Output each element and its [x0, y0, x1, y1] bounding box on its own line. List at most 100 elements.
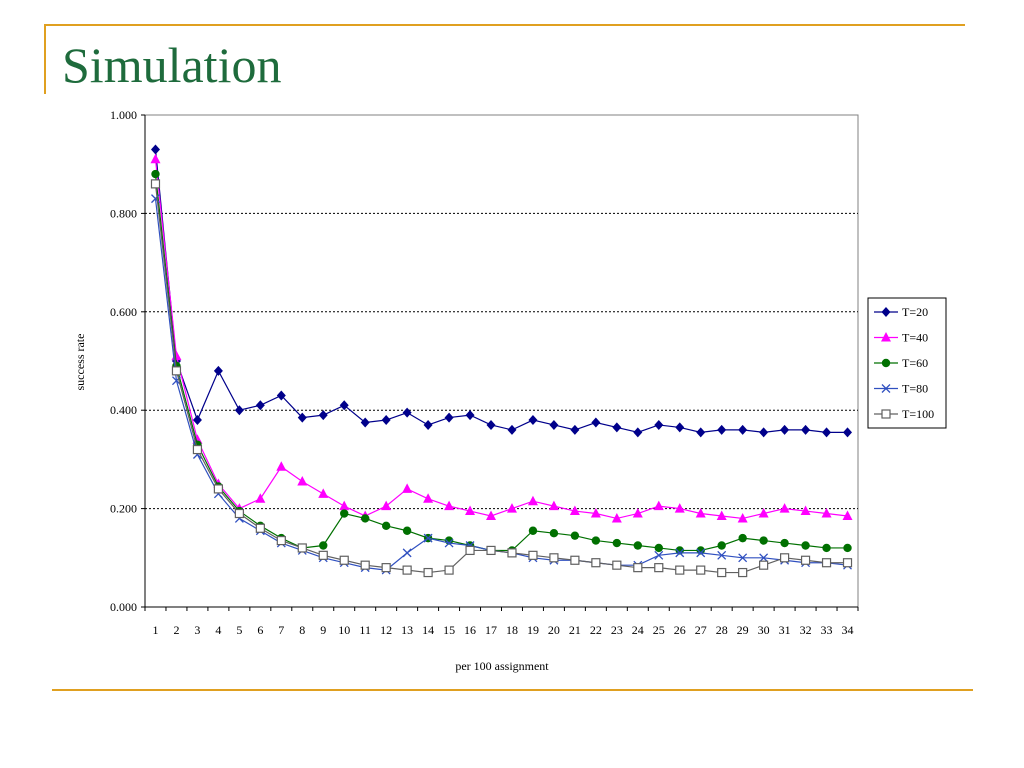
legend-marker	[881, 358, 891, 368]
data-point	[591, 536, 601, 545]
legend-marker	[881, 307, 891, 317]
data-point	[612, 538, 622, 548]
legend-marker	[881, 409, 891, 419]
data-point	[569, 505, 580, 516]
data-point	[737, 512, 748, 523]
x-tick-label: 27	[695, 623, 707, 637]
legend-label: T=80	[902, 382, 928, 396]
data-point	[276, 461, 287, 471]
data-point	[151, 169, 160, 179]
legend-item: T=40	[874, 331, 928, 345]
data-point	[318, 488, 329, 498]
y-tick-label: 0.200	[110, 502, 137, 516]
data-point	[759, 536, 768, 545]
legend-label: T=40	[902, 331, 928, 345]
data-point	[612, 560, 622, 570]
data-point	[339, 555, 349, 565]
data-point	[633, 563, 643, 573]
data-point	[297, 543, 307, 553]
data-point	[381, 500, 392, 511]
x-tick-label: 11	[359, 623, 371, 637]
x-tick-label: 19	[527, 623, 539, 637]
series-t-100	[150, 179, 853, 578]
data-point	[717, 541, 726, 550]
data-point	[402, 565, 412, 575]
data-point	[633, 541, 643, 550]
data-point	[738, 533, 747, 543]
data-point	[842, 558, 853, 568]
plot-area	[144, 114, 859, 608]
x-tick-label: 30	[758, 623, 770, 637]
data-point	[507, 548, 517, 558]
y-tick-label: 0.000	[110, 600, 137, 614]
data-point	[780, 553, 790, 563]
x-tick-label: 17	[485, 623, 497, 637]
x-tick-label: 13	[401, 623, 413, 637]
x-tick-label: 21	[569, 623, 581, 637]
data-point	[822, 543, 831, 553]
data-point	[381, 521, 391, 531]
x-tick-label: 25	[653, 623, 665, 637]
data-point	[653, 500, 664, 511]
data-point	[150, 144, 160, 155]
data-point	[150, 153, 161, 164]
data-point	[717, 424, 727, 435]
y-tick-label: 0.800	[110, 206, 137, 220]
data-point	[381, 415, 391, 426]
data-point	[549, 419, 559, 430]
data-point	[507, 424, 517, 435]
bottom-rule	[52, 689, 973, 691]
series-line-t-100	[154, 183, 848, 574]
data-point	[297, 412, 307, 423]
data-point	[213, 365, 223, 376]
x-tick-label: 31	[779, 623, 791, 637]
x-tick-label: 29	[737, 623, 749, 637]
x-tick-label: 6	[257, 623, 263, 637]
data-point	[738, 424, 748, 435]
data-point	[675, 565, 685, 575]
data-point	[696, 548, 706, 558]
data-point	[319, 541, 328, 550]
data-point	[780, 538, 789, 548]
data-point	[570, 531, 580, 540]
data-point	[423, 493, 434, 503]
series-t-40	[150, 153, 853, 523]
x-tick-label: 16	[464, 623, 476, 637]
top-rule	[44, 24, 965, 26]
data-point	[444, 565, 454, 575]
data-point	[506, 503, 517, 513]
data-point	[528, 550, 538, 560]
data-point	[528, 526, 538, 535]
data-point	[779, 503, 790, 513]
data-point	[465, 410, 475, 421]
data-point	[276, 535, 286, 546]
data-point	[759, 553, 769, 563]
data-point	[255, 493, 266, 503]
series-layer	[150, 144, 853, 578]
data-point	[423, 419, 433, 430]
x-tick-label: 32	[800, 623, 812, 637]
data-point	[801, 541, 810, 550]
y-axis: 0.000 0.200 0.400 0.600 0.800 1.000	[110, 108, 146, 614]
x-tick-label: 9	[320, 623, 326, 637]
y-tick-label: 1.000	[110, 108, 137, 122]
x-tick-label: 22	[590, 623, 602, 637]
legend-label: T=20	[902, 305, 928, 319]
legend-item: T=60	[874, 356, 928, 370]
data-point	[255, 523, 265, 533]
data-point	[151, 194, 160, 204]
data-point	[800, 505, 811, 516]
x-tick-label: 14	[422, 623, 434, 637]
data-point	[318, 410, 328, 421]
data-point	[360, 417, 370, 428]
data-point	[716, 510, 727, 520]
series-line-t-40	[154, 159, 848, 520]
data-point	[549, 553, 559, 563]
data-point	[696, 565, 706, 575]
x-tick-label: 34	[842, 623, 854, 637]
data-point	[339, 400, 349, 411]
data-point	[402, 548, 412, 558]
data-point	[360, 560, 370, 570]
data-point	[528, 415, 538, 426]
x-tick-label: 5	[236, 623, 242, 637]
